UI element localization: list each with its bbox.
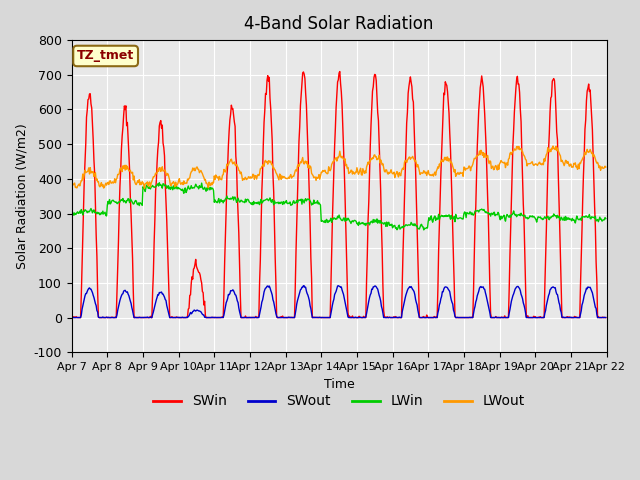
LWout xyxy=(132,182,140,188)
SWout xyxy=(187,310,195,315)
SWin xyxy=(404,90,412,96)
LWin xyxy=(156,180,163,186)
X-axis label: Time: Time xyxy=(324,377,355,391)
SWout xyxy=(132,315,140,321)
SWin xyxy=(68,315,76,321)
Line: SWout: SWout xyxy=(72,286,605,318)
SWout xyxy=(602,315,609,321)
LWout xyxy=(77,178,85,183)
Legend: SWin, SWout, LWin, LWout: SWin, SWout, LWin, LWout xyxy=(147,389,531,414)
SWout xyxy=(77,312,85,318)
SWout xyxy=(68,315,76,321)
LWin xyxy=(77,207,85,213)
LWin xyxy=(404,222,412,228)
Title: 4-Band Solar Radiation: 4-Band Solar Radiation xyxy=(244,15,434,33)
Text: TZ_tmet: TZ_tmet xyxy=(77,49,134,62)
LWin xyxy=(602,216,609,221)
Line: SWin: SWin xyxy=(72,72,605,318)
SWin xyxy=(187,292,195,298)
SWout xyxy=(215,315,223,321)
SWin xyxy=(420,313,428,319)
LWin xyxy=(68,210,76,216)
LWin xyxy=(420,227,428,233)
SWin xyxy=(602,315,609,321)
SWout xyxy=(335,283,342,288)
LWout xyxy=(141,186,148,192)
LWout xyxy=(68,185,76,191)
LWin xyxy=(188,183,195,189)
LWout xyxy=(188,169,195,175)
LWout xyxy=(404,156,412,162)
LWout xyxy=(420,168,428,174)
LWout xyxy=(602,164,609,170)
Line: LWout: LWout xyxy=(72,146,605,189)
SWout xyxy=(420,315,428,321)
LWin xyxy=(420,225,428,231)
SWin xyxy=(77,292,85,298)
SWin xyxy=(215,315,223,321)
SWin xyxy=(336,69,344,74)
Line: LWin: LWin xyxy=(72,183,605,230)
LWout xyxy=(216,173,223,179)
LWin xyxy=(216,200,223,206)
LWin xyxy=(132,198,140,204)
LWout xyxy=(549,143,557,149)
SWin xyxy=(132,315,140,321)
Y-axis label: Solar Radiation (W/m2): Solar Radiation (W/m2) xyxy=(15,123,28,269)
SWout xyxy=(404,286,412,291)
